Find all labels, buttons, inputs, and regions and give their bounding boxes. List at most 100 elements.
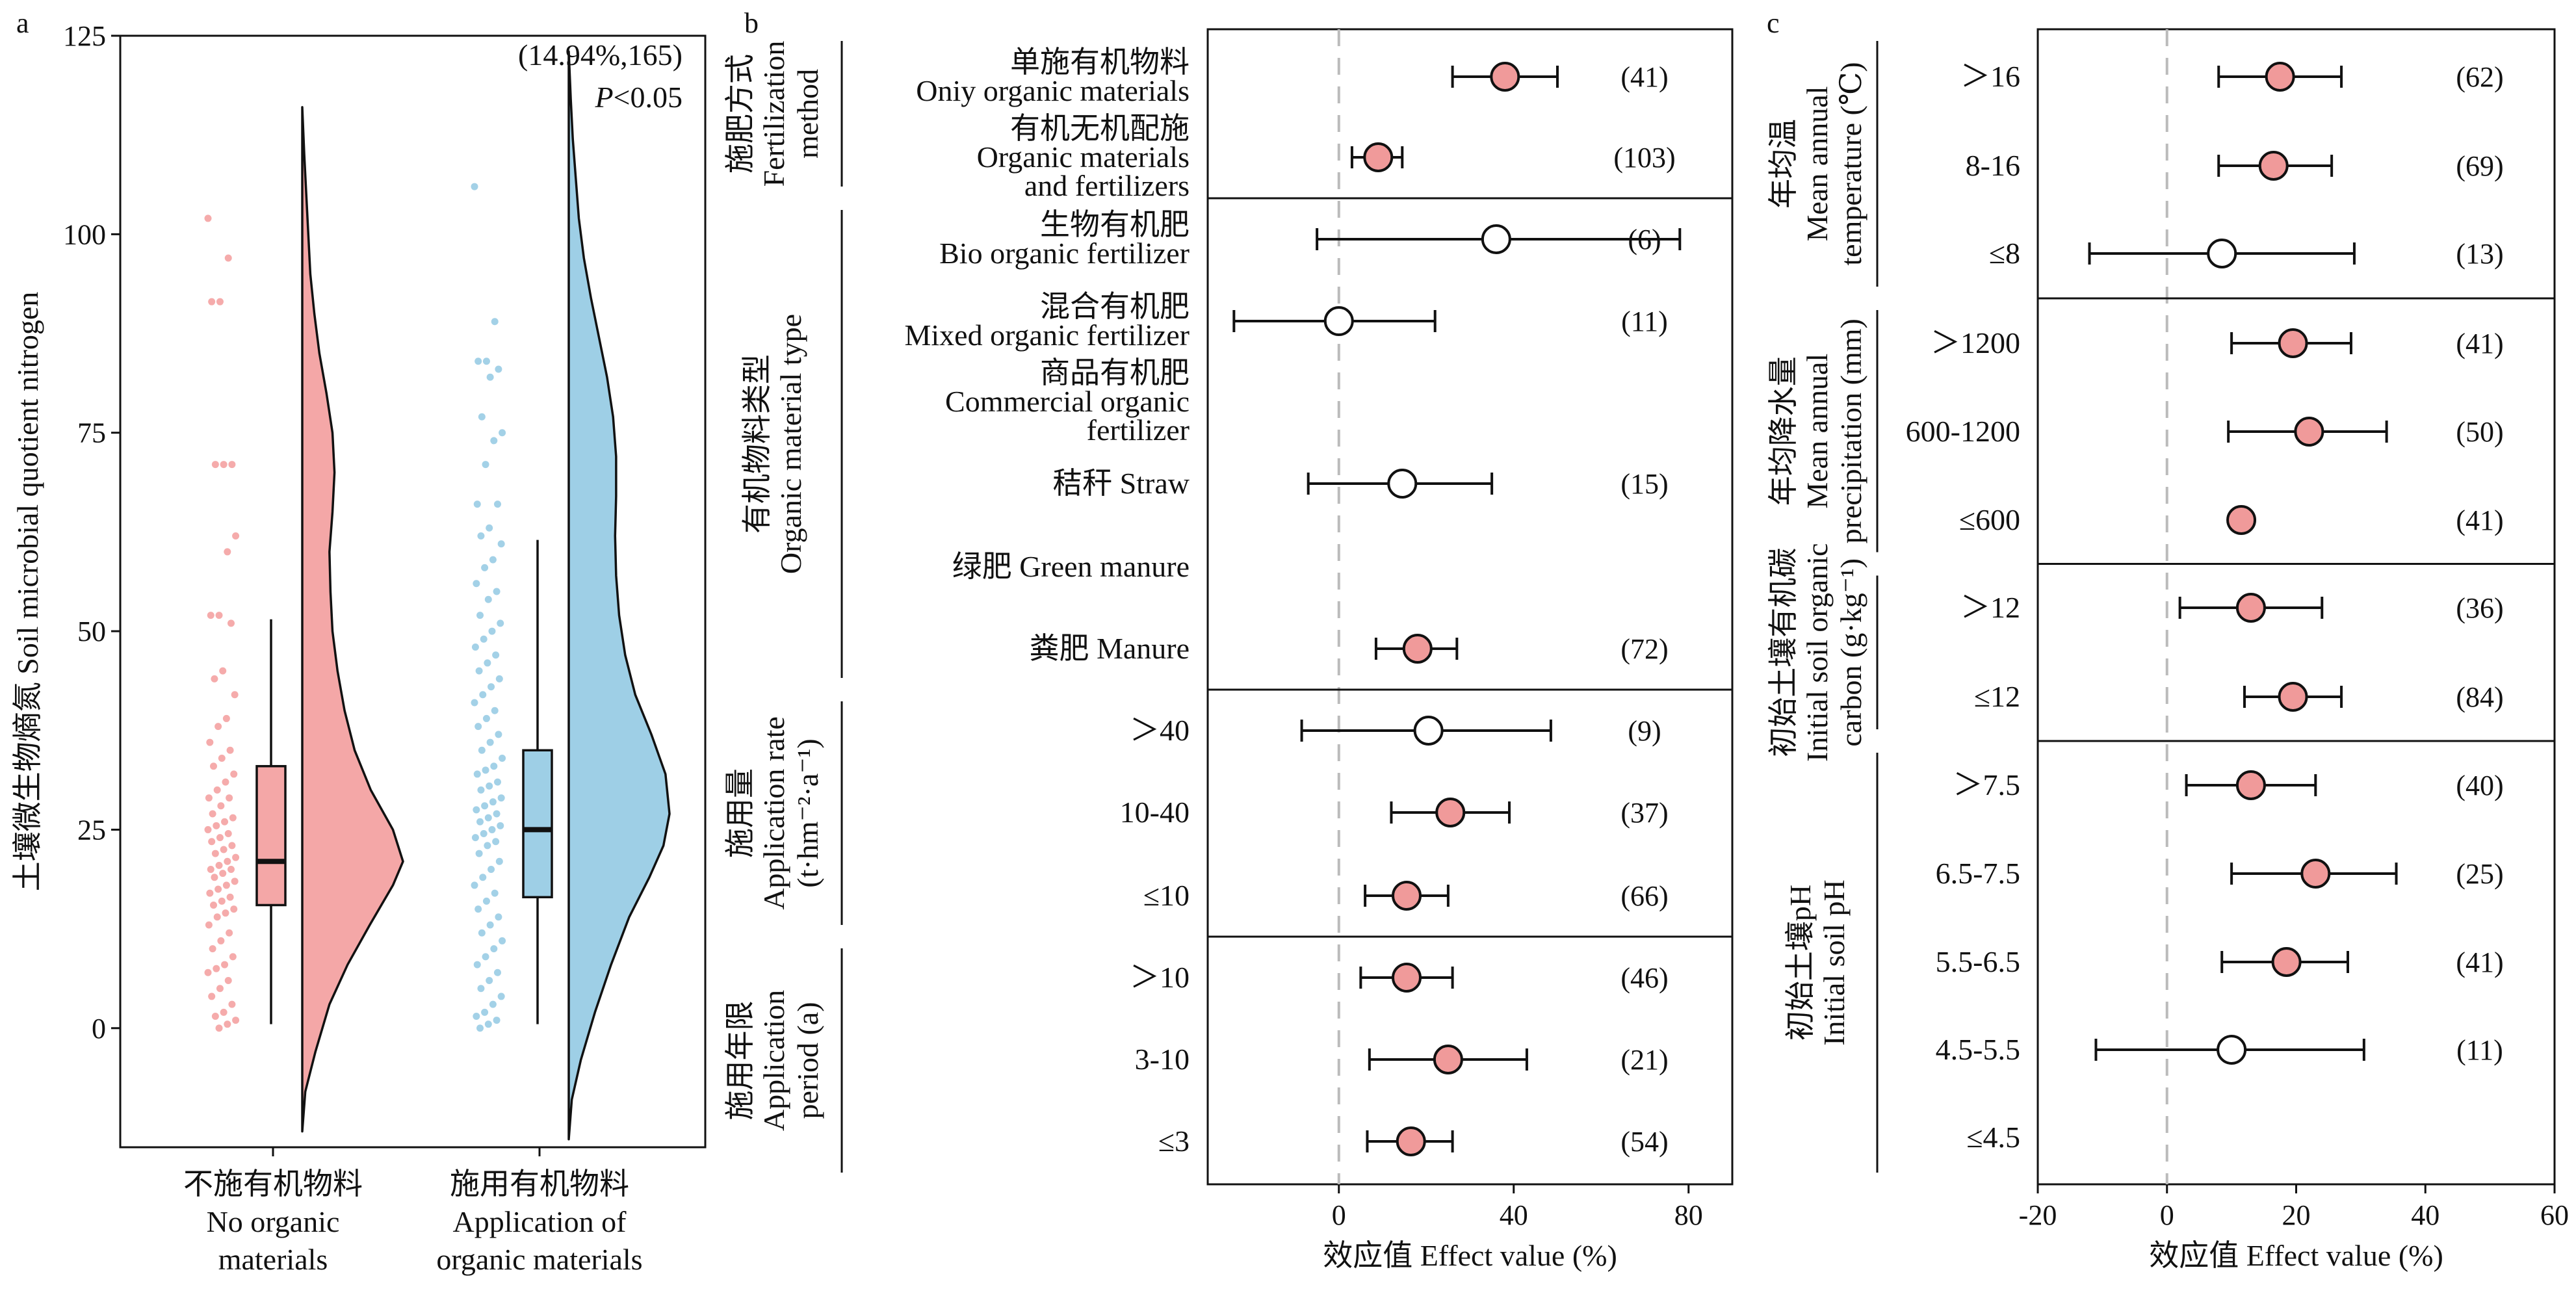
data-point: [493, 1017, 501, 1024]
section-title: Mean annual: [1801, 354, 1834, 509]
data-point: [481, 564, 489, 571]
data-point: [486, 738, 494, 746]
data-point: [478, 929, 486, 937]
data-point: [482, 897, 490, 905]
section-title: Mean annual: [1801, 86, 1834, 242]
row-label: ≤10: [1143, 879, 1190, 912]
data-point: [481, 1008, 489, 1016]
row-label: 混合有机肥: [1040, 290, 1190, 323]
x-label-cn: 不施有机物料: [183, 1167, 363, 1201]
data-point: [217, 802, 225, 810]
panel-b-tag: b: [744, 7, 759, 39]
effect-point: [2258, 151, 2289, 181]
effect-point: [1413, 716, 1444, 746]
panel-a-tag: a: [16, 7, 29, 39]
data-point: [490, 762, 498, 770]
data-point: [493, 810, 501, 818]
data-point: [492, 651, 500, 659]
data-point: [209, 810, 216, 818]
data-point: [497, 993, 505, 1000]
row-label: fertilizer: [1087, 413, 1190, 447]
annotation-effect-n: (14.94%,165): [518, 38, 683, 72]
data-point: [488, 683, 495, 691]
data-point: [497, 540, 505, 548]
row-label: 5.5-6.5: [1936, 945, 2020, 978]
x-axis-label: 效应值 Effect value (%): [1323, 1239, 1617, 1272]
y-axis-label: 土壤微生物熵氮 Soil microbial quotient nitrogen: [11, 292, 44, 891]
data-point: [230, 770, 238, 778]
y-tick-label: 0: [92, 1013, 106, 1045]
data-point: [224, 977, 232, 984]
data-point: [224, 830, 232, 838]
data-point: [211, 461, 219, 469]
data-point: [208, 993, 216, 1000]
x-label-cn: 施用有机物料: [450, 1167, 629, 1201]
effect-point: [1433, 1045, 1463, 1074]
data-point: [215, 885, 222, 893]
data-point: [228, 461, 236, 469]
data-point: [205, 921, 213, 929]
sample-size: (15): [1620, 468, 1668, 500]
x-label-en: materials: [218, 1243, 328, 1276]
data-point: [473, 770, 481, 778]
sample-size: (21): [1620, 1044, 1668, 1076]
data-point: [226, 746, 234, 754]
row-label: and fertilizers: [1024, 169, 1190, 202]
data-point: [215, 612, 223, 619]
sample-size: (40): [2456, 770, 2503, 801]
data-point: [477, 532, 485, 540]
data-point: [484, 659, 491, 667]
sample-size: (54): [1620, 1126, 1668, 1158]
sample-size: (11): [2456, 1034, 2503, 1066]
data-point: [493, 500, 501, 508]
effect-point: [2300, 859, 2331, 889]
data-point: [226, 794, 233, 802]
effect-point: [1396, 1126, 1426, 1156]
row-label: ≤3: [1158, 1124, 1190, 1158]
half-violin: [301, 106, 404, 1133]
data-point: [231, 878, 239, 885]
row-label: 6.5-7.5: [1936, 857, 2020, 890]
data-point: [473, 1012, 480, 1020]
section-title: 施肥方式: [723, 54, 757, 174]
data-point: [218, 897, 226, 905]
row-label: ＞1200: [1931, 326, 2020, 359]
sample-size: (84): [2456, 681, 2503, 713]
data-point: [475, 850, 483, 857]
annotation-p-value: P<0.05: [594, 81, 683, 114]
sample-size: (41): [2456, 946, 2503, 978]
x-label-en: Application of: [453, 1205, 627, 1238]
y-tick-label: 75: [77, 417, 106, 449]
data-point: [213, 786, 221, 794]
data-point: [484, 842, 491, 850]
section-title: period (a): [791, 1002, 824, 1119]
data-point: [491, 707, 499, 714]
row-label: Organic materials: [977, 140, 1190, 174]
data-point: [490, 437, 498, 445]
effect-point: [1490, 62, 1520, 92]
effect-point: [1363, 142, 1394, 172]
section-title: 有机物料类型: [740, 354, 774, 534]
data-point: [495, 731, 502, 738]
data-point: [471, 183, 478, 190]
data-point: [482, 461, 489, 469]
x-tick-label: 60: [2540, 1199, 2569, 1231]
data-point: [228, 842, 236, 850]
data-point: [495, 365, 502, 373]
data-point: [204, 214, 212, 222]
data-point: [211, 1012, 219, 1020]
section-title: 初始土壤有机碳: [1767, 548, 1800, 757]
data-point: [204, 826, 212, 833]
row-label: 10-40: [1120, 796, 1190, 829]
data-point: [489, 798, 497, 806]
data-point: [480, 635, 488, 643]
data-point: [209, 945, 216, 953]
data-point: [222, 778, 229, 786]
plot-frame: [119, 34, 707, 1149]
data-point: [482, 358, 490, 365]
data-point: [232, 532, 240, 540]
data-point: [216, 834, 224, 842]
effect-point: [2207, 239, 2237, 268]
